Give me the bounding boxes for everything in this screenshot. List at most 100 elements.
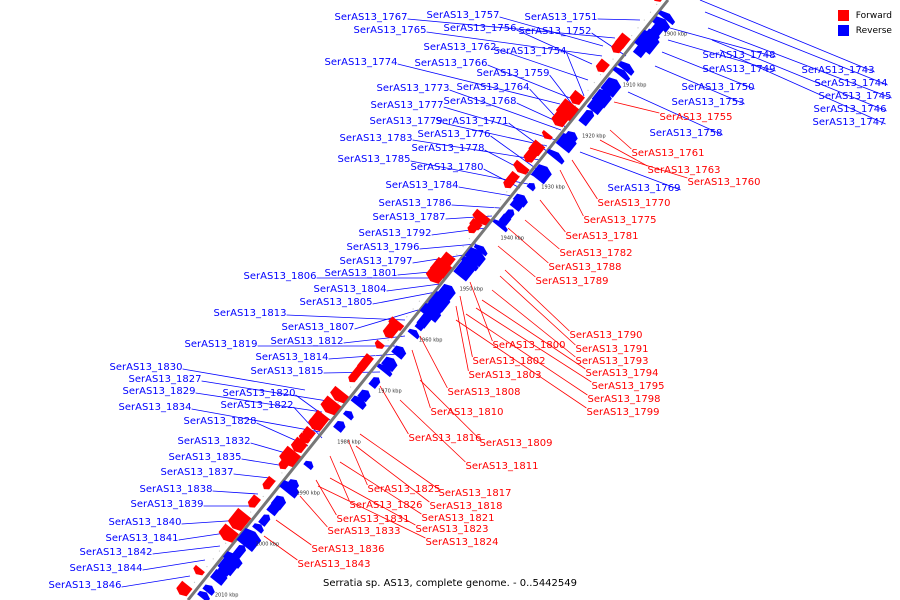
forward-gene-feature[interactable] [261,475,276,492]
reverse-gene-feature[interactable] [258,512,272,527]
forward-gene-label[interactable]: SerAS13_1826 [350,500,423,511]
reverse-gene-feature[interactable] [512,191,530,208]
forward-gene-feature[interactable] [328,385,349,406]
reverse-gene-feature[interactable] [591,87,614,109]
forward-gene-feature[interactable] [650,0,664,4]
reverse-gene-label[interactable]: SerAS13_1786 [379,198,452,209]
reverse-gene-label[interactable]: SerAS13_1846 [49,580,122,591]
reverse-gene-feature[interactable] [279,478,301,499]
reverse-gene-feature[interactable] [632,37,653,59]
reverse-gene-feature[interactable] [407,326,422,340]
reverse-gene-feature[interactable] [357,387,372,403]
forward-gene-feature[interactable] [549,107,572,130]
reverse-gene-feature[interactable] [252,521,266,534]
reverse-gene-label[interactable]: SerAS13_1805 [300,297,373,308]
forward-gene-feature[interactable] [319,395,342,418]
reverse-gene-label[interactable]: SerAS13_1792 [359,228,432,239]
reverse-gene-feature[interactable] [612,64,632,82]
forward-gene-feature[interactable] [277,456,292,472]
forward-gene-label[interactable]: SerAS13_1788 [549,262,622,273]
reverse-gene-label[interactable]: SerAS13_1758 [650,128,723,139]
reverse-gene-label[interactable]: SerAS13_1841 [106,533,179,544]
reverse-gene-label[interactable]: SerAS13_1759 [477,68,550,79]
reverse-gene-label[interactable]: SerAS13_1778 [412,143,485,154]
forward-gene-label[interactable]: SerAS13_1836 [312,544,385,555]
reverse-gene-label[interactable]: SerAS13_1787 [373,212,446,223]
reverse-gene-feature[interactable] [578,108,596,127]
reverse-gene-label[interactable]: SerAS13_1785 [338,154,411,165]
reverse-gene-label[interactable]: SerAS13_1844 [70,563,143,574]
forward-gene-label[interactable]: SerAS13_1791 [576,344,649,355]
forward-gene-feature[interactable] [191,564,205,578]
forward-gene-label[interactable]: SerAS13_1810 [431,407,504,418]
reverse-gene-label[interactable]: SerAS13_1796 [347,242,420,253]
reverse-gene-label[interactable]: SerAS13_1754 [494,46,567,57]
forward-gene-feature[interactable] [217,523,239,545]
reverse-gene-feature[interactable] [586,97,605,116]
reverse-gene-label[interactable]: SerAS13_1753 [672,97,745,108]
reverse-gene-label[interactable]: SerAS13_1834 [119,402,192,413]
forward-gene-label[interactable]: SerAS13_1798 [588,394,661,405]
forward-gene-label[interactable]: SerAS13_1831 [337,514,410,525]
reverse-gene-label[interactable]: SerAS13_1829 [123,386,196,397]
forward-gene-label[interactable]: SerAS13_1843 [298,559,371,570]
reverse-gene-label[interactable]: SerAS13_1837 [161,467,234,478]
forward-gene-feature[interactable] [355,353,374,373]
reverse-gene-label[interactable]: SerAS13_1840 [109,517,182,528]
reverse-gene-feature[interactable] [419,301,443,323]
forward-gene-label[interactable]: SerAS13_1760 [688,177,761,188]
forward-gene-feature[interactable] [466,224,477,236]
reverse-gene-feature[interactable] [617,59,637,76]
forward-gene-label[interactable]: SerAS13_1823 [416,524,489,535]
reverse-gene-label[interactable]: SerAS13_1751 [525,12,598,23]
forward-gene-feature[interactable] [373,339,385,352]
reverse-gene-label[interactable]: SerAS13_1769 [608,183,681,194]
reverse-gene-feature[interactable] [391,343,408,360]
reverse-gene-label[interactable]: SerAS13_1814 [256,352,329,363]
reverse-gene-label[interactable]: SerAS13_1801 [325,268,398,279]
reverse-gene-feature[interactable] [658,8,677,26]
reverse-gene-label[interactable]: SerAS13_1838 [140,484,213,495]
reverse-gene-feature[interactable] [546,147,566,165]
reverse-gene-label[interactable]: SerAS13_1777 [371,100,444,111]
forward-gene-feature[interactable] [226,507,252,534]
reverse-gene-feature[interactable] [217,563,232,577]
reverse-gene-label[interactable]: SerAS13_1828 [184,416,257,427]
reverse-gene-label[interactable]: SerAS13_1757 [427,10,500,21]
forward-gene-label[interactable]: SerAS13_1803 [469,370,542,381]
reverse-gene-feature[interactable] [350,393,369,411]
reverse-gene-feature[interactable] [333,419,347,433]
reverse-gene-label[interactable]: SerAS13_1815 [251,366,324,377]
reverse-gene-label[interactable]: SerAS13_1842 [80,547,153,558]
reverse-gene-label[interactable]: SerAS13_1830 [110,362,183,373]
reverse-gene-feature[interactable] [509,197,525,212]
reverse-gene-feature[interactable] [473,242,490,257]
reverse-gene-label[interactable]: SerAS13_1827 [129,374,202,385]
reverse-gene-label[interactable]: SerAS13_1767 [335,12,408,23]
forward-gene-label[interactable]: SerAS13_1821 [422,513,495,524]
forward-gene-feature[interactable] [381,322,400,341]
reverse-gene-label[interactable]: SerAS13_1783 [340,133,413,144]
forward-gene-label[interactable]: SerAS13_1794 [586,368,659,379]
reverse-gene-label[interactable]: SerAS13_1746 [814,104,887,115]
reverse-gene-label[interactable]: SerAS13_1839 [131,499,204,510]
reverse-gene-feature[interactable] [498,211,514,227]
reverse-gene-feature[interactable] [210,567,229,586]
forward-gene-label[interactable]: SerAS13_1789 [536,276,609,287]
reverse-gene-label[interactable]: SerAS13_1780 [411,162,484,173]
forward-gene-feature[interactable] [522,143,542,165]
reverse-gene-label[interactable]: SerAS13_1748 [703,50,776,61]
forward-gene-feature[interactable] [424,264,446,286]
forward-gene-label[interactable]: SerAS13_1763 [648,165,721,176]
forward-gene-label[interactable]: SerAS13_1808 [448,387,521,398]
forward-gene-feature[interactable] [346,365,364,384]
reverse-gene-feature[interactable] [526,181,538,192]
reverse-gene-label[interactable]: SerAS13_1745 [819,91,892,102]
reverse-gene-feature[interactable] [652,14,672,33]
reverse-gene-feature[interactable] [530,162,554,185]
reverse-gene-label[interactable]: SerAS13_1768 [444,96,517,107]
forward-gene-label[interactable]: SerAS13_1770 [598,198,671,209]
forward-gene-feature[interactable] [540,129,553,142]
forward-gene-label[interactable]: SerAS13_1802 [473,356,546,367]
reverse-gene-feature[interactable] [236,526,263,553]
